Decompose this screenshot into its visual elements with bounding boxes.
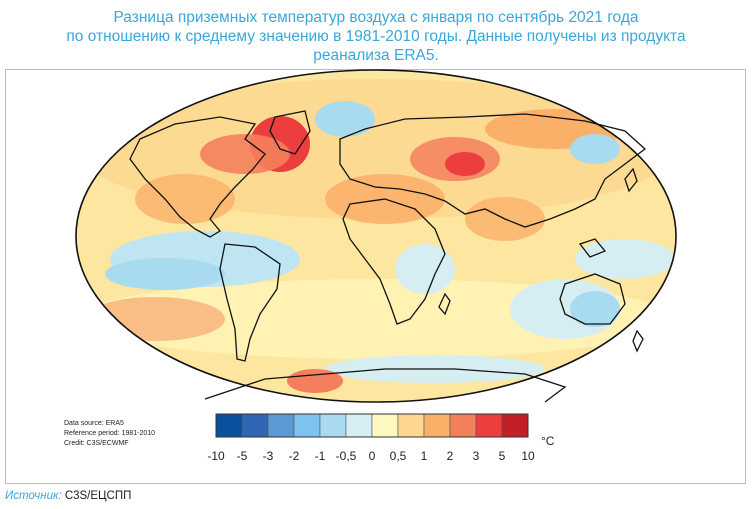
globe-outline — [75, 69, 677, 403]
title-line-1: Разница приземных температур воздуха с я… — [113, 9, 639, 26]
legend-swatch — [215, 413, 243, 438]
legend-tick-label: -5 — [236, 449, 248, 463]
legend-tick-label: 5 — [498, 449, 506, 463]
legend-tick-label: -2 — [288, 449, 300, 463]
legend-tick-label: 2 — [446, 449, 454, 463]
legend-swatch — [449, 413, 477, 438]
legend-tick-label: 0 — [368, 449, 376, 463]
footer-label: Источник: — [5, 490, 62, 502]
map-title: Разница приземных температур воздуха с я… — [0, 8, 752, 65]
legend-tick-label: -0,5 — [335, 449, 357, 463]
legend-bar-outline — [215, 413, 529, 438]
credit-reference: Reference period: 1981-2010 — [64, 430, 156, 437]
world-temperature-map — [75, 69, 677, 438]
credits-block: Data source: ERA5 Reference period: 1981… — [64, 419, 155, 449]
legend-tick-label: 1 — [420, 449, 428, 463]
legend-tick-label: 3 — [472, 449, 480, 463]
legend-swatch — [423, 413, 451, 438]
title-line-2: по отношению к среднему значению в 1981-… — [66, 28, 686, 45]
credit-source: Data source: ERA5 — [64, 420, 124, 427]
legend-swatch — [345, 413, 373, 438]
legend-swatch — [241, 413, 269, 438]
continent-outlines — [129, 110, 647, 403]
legend-swatch — [397, 413, 425, 438]
legend-swatch — [319, 413, 347, 438]
legend-tick-label: 0,5 — [389, 449, 407, 463]
legend-swatch — [267, 413, 295, 438]
legend-swatch — [475, 413, 503, 438]
footer-source: Источник: C3S/ЕЦСПП — [5, 490, 131, 502]
title-line-3: реанализа ERA5. — [313, 47, 439, 64]
legend-unit: °C — [541, 434, 555, 448]
legend-tick-label: -3 — [262, 449, 274, 463]
legend-swatch — [293, 413, 321, 438]
legend-tick-label: -1 — [314, 449, 326, 463]
footer-value: C3S/ЕЦСПП — [64, 490, 132, 502]
legend-tick-label: -10 — [207, 449, 225, 463]
legend-swatch — [501, 413, 529, 438]
color-legend — [215, 413, 529, 438]
anomaly-field — [76, 70, 676, 402]
credit-credit: Credit: C3S/ECWMF — [64, 440, 129, 447]
legend-tick-label: 10 — [521, 449, 535, 463]
legend-swatch — [371, 413, 399, 438]
